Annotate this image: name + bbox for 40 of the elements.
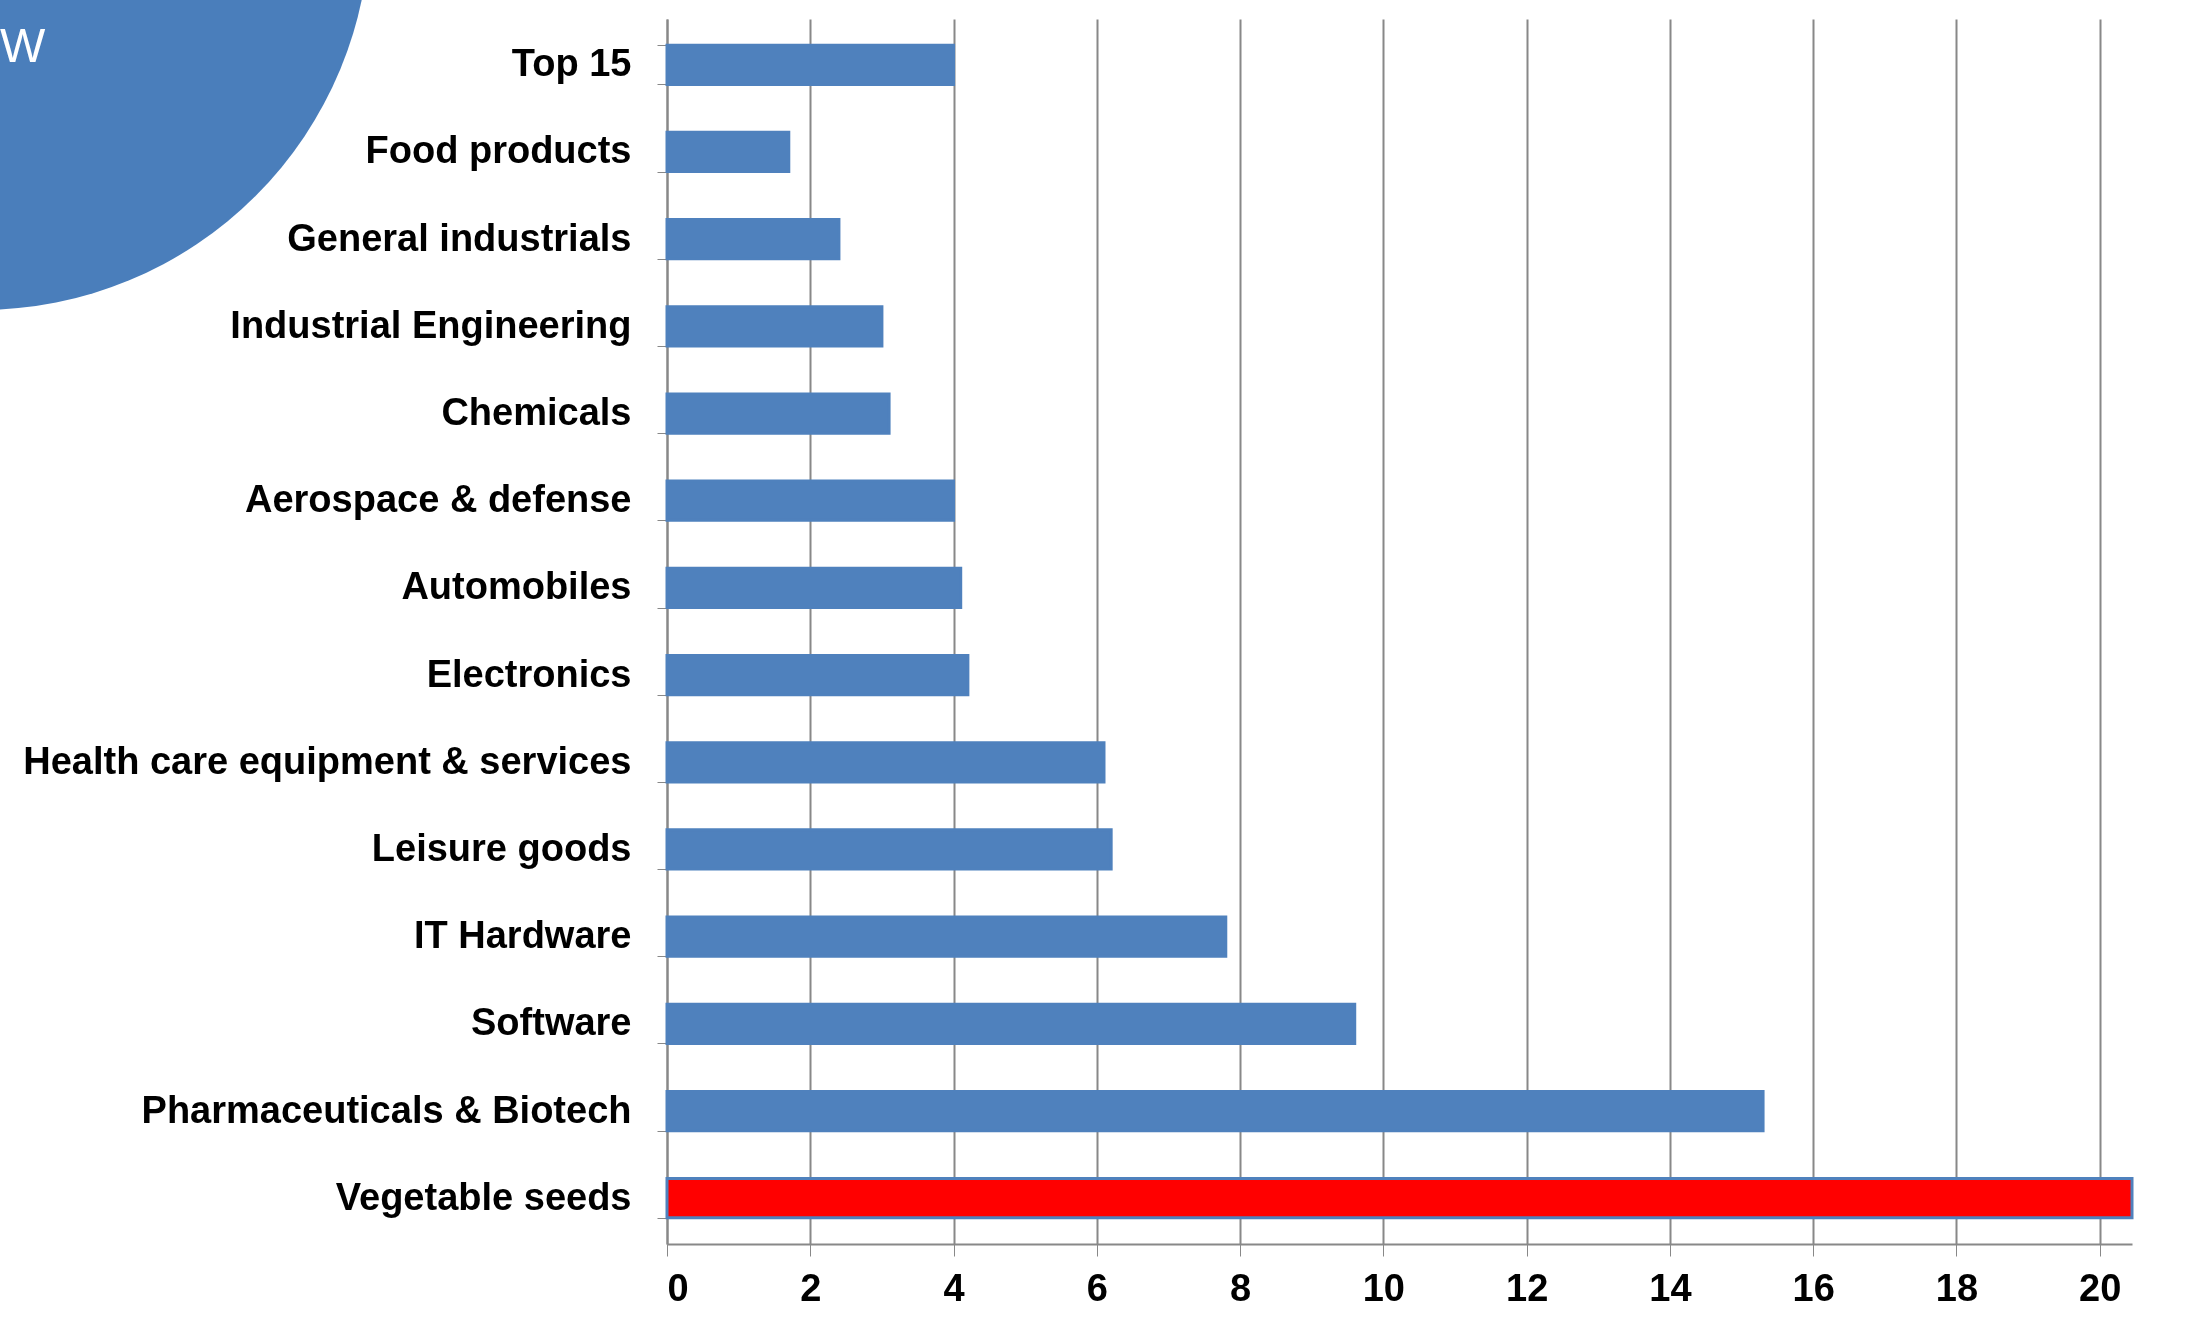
bar bbox=[665, 305, 884, 348]
x-tick-label: 20 bbox=[2079, 1266, 2122, 1309]
bar bbox=[665, 1002, 1357, 1045]
y-tick-label: Chemicals bbox=[441, 391, 632, 434]
y-tick-label: Industrial Engineering bbox=[230, 303, 632, 346]
x-tick-label: 8 bbox=[1230, 1266, 1252, 1309]
bar bbox=[665, 479, 956, 522]
x-tick-label: 10 bbox=[1362, 1266, 1406, 1309]
text: W bbox=[0, 18, 46, 73]
y-tick-label: Health care equipment & services bbox=[23, 739, 632, 782]
x-tick-label: 2 bbox=[800, 1266, 822, 1309]
x-tick-label: 12 bbox=[1506, 1266, 1549, 1309]
bar bbox=[665, 130, 791, 174]
bar bbox=[665, 43, 956, 86]
x-tick-label: 4 bbox=[943, 1266, 965, 1309]
y-tick-label: Software bbox=[471, 1001, 632, 1044]
x-tick-label: 16 bbox=[1792, 1266, 1835, 1309]
y-tick-label: Pharmaceuticals & Biotech bbox=[141, 1088, 632, 1131]
x-tick-label: 14 bbox=[1649, 1266, 1692, 1309]
y-tick-label: Aerospace & defense bbox=[245, 478, 632, 521]
bar bbox=[665, 566, 963, 610]
bar bbox=[665, 828, 1113, 871]
bar bbox=[665, 392, 891, 435]
y-tick-label: Food products bbox=[365, 129, 632, 172]
bar bbox=[665, 1089, 1765, 1133]
y-tick-label: IT Hardware bbox=[413, 914, 632, 957]
x-tick-label: 6 bbox=[1086, 1266, 1108, 1309]
y-tick-label: Automobiles bbox=[401, 565, 632, 608]
y-tick-label: Top 15 bbox=[511, 42, 632, 85]
bar bbox=[665, 1177, 2134, 1220]
bar bbox=[665, 741, 1106, 784]
bar bbox=[665, 915, 1228, 958]
y-tick-label: Vegetable seeds bbox=[335, 1175, 632, 1218]
x-tick-label: 18 bbox=[1935, 1266, 1979, 1309]
y-tick-label: General industrials bbox=[287, 216, 632, 259]
y-tick-label: Leisure goods bbox=[371, 826, 632, 869]
bar bbox=[665, 653, 970, 697]
x-tick-label: 0 bbox=[667, 1266, 689, 1309]
bar bbox=[665, 218, 841, 261]
y-tick-label: Electronics bbox=[426, 652, 632, 695]
